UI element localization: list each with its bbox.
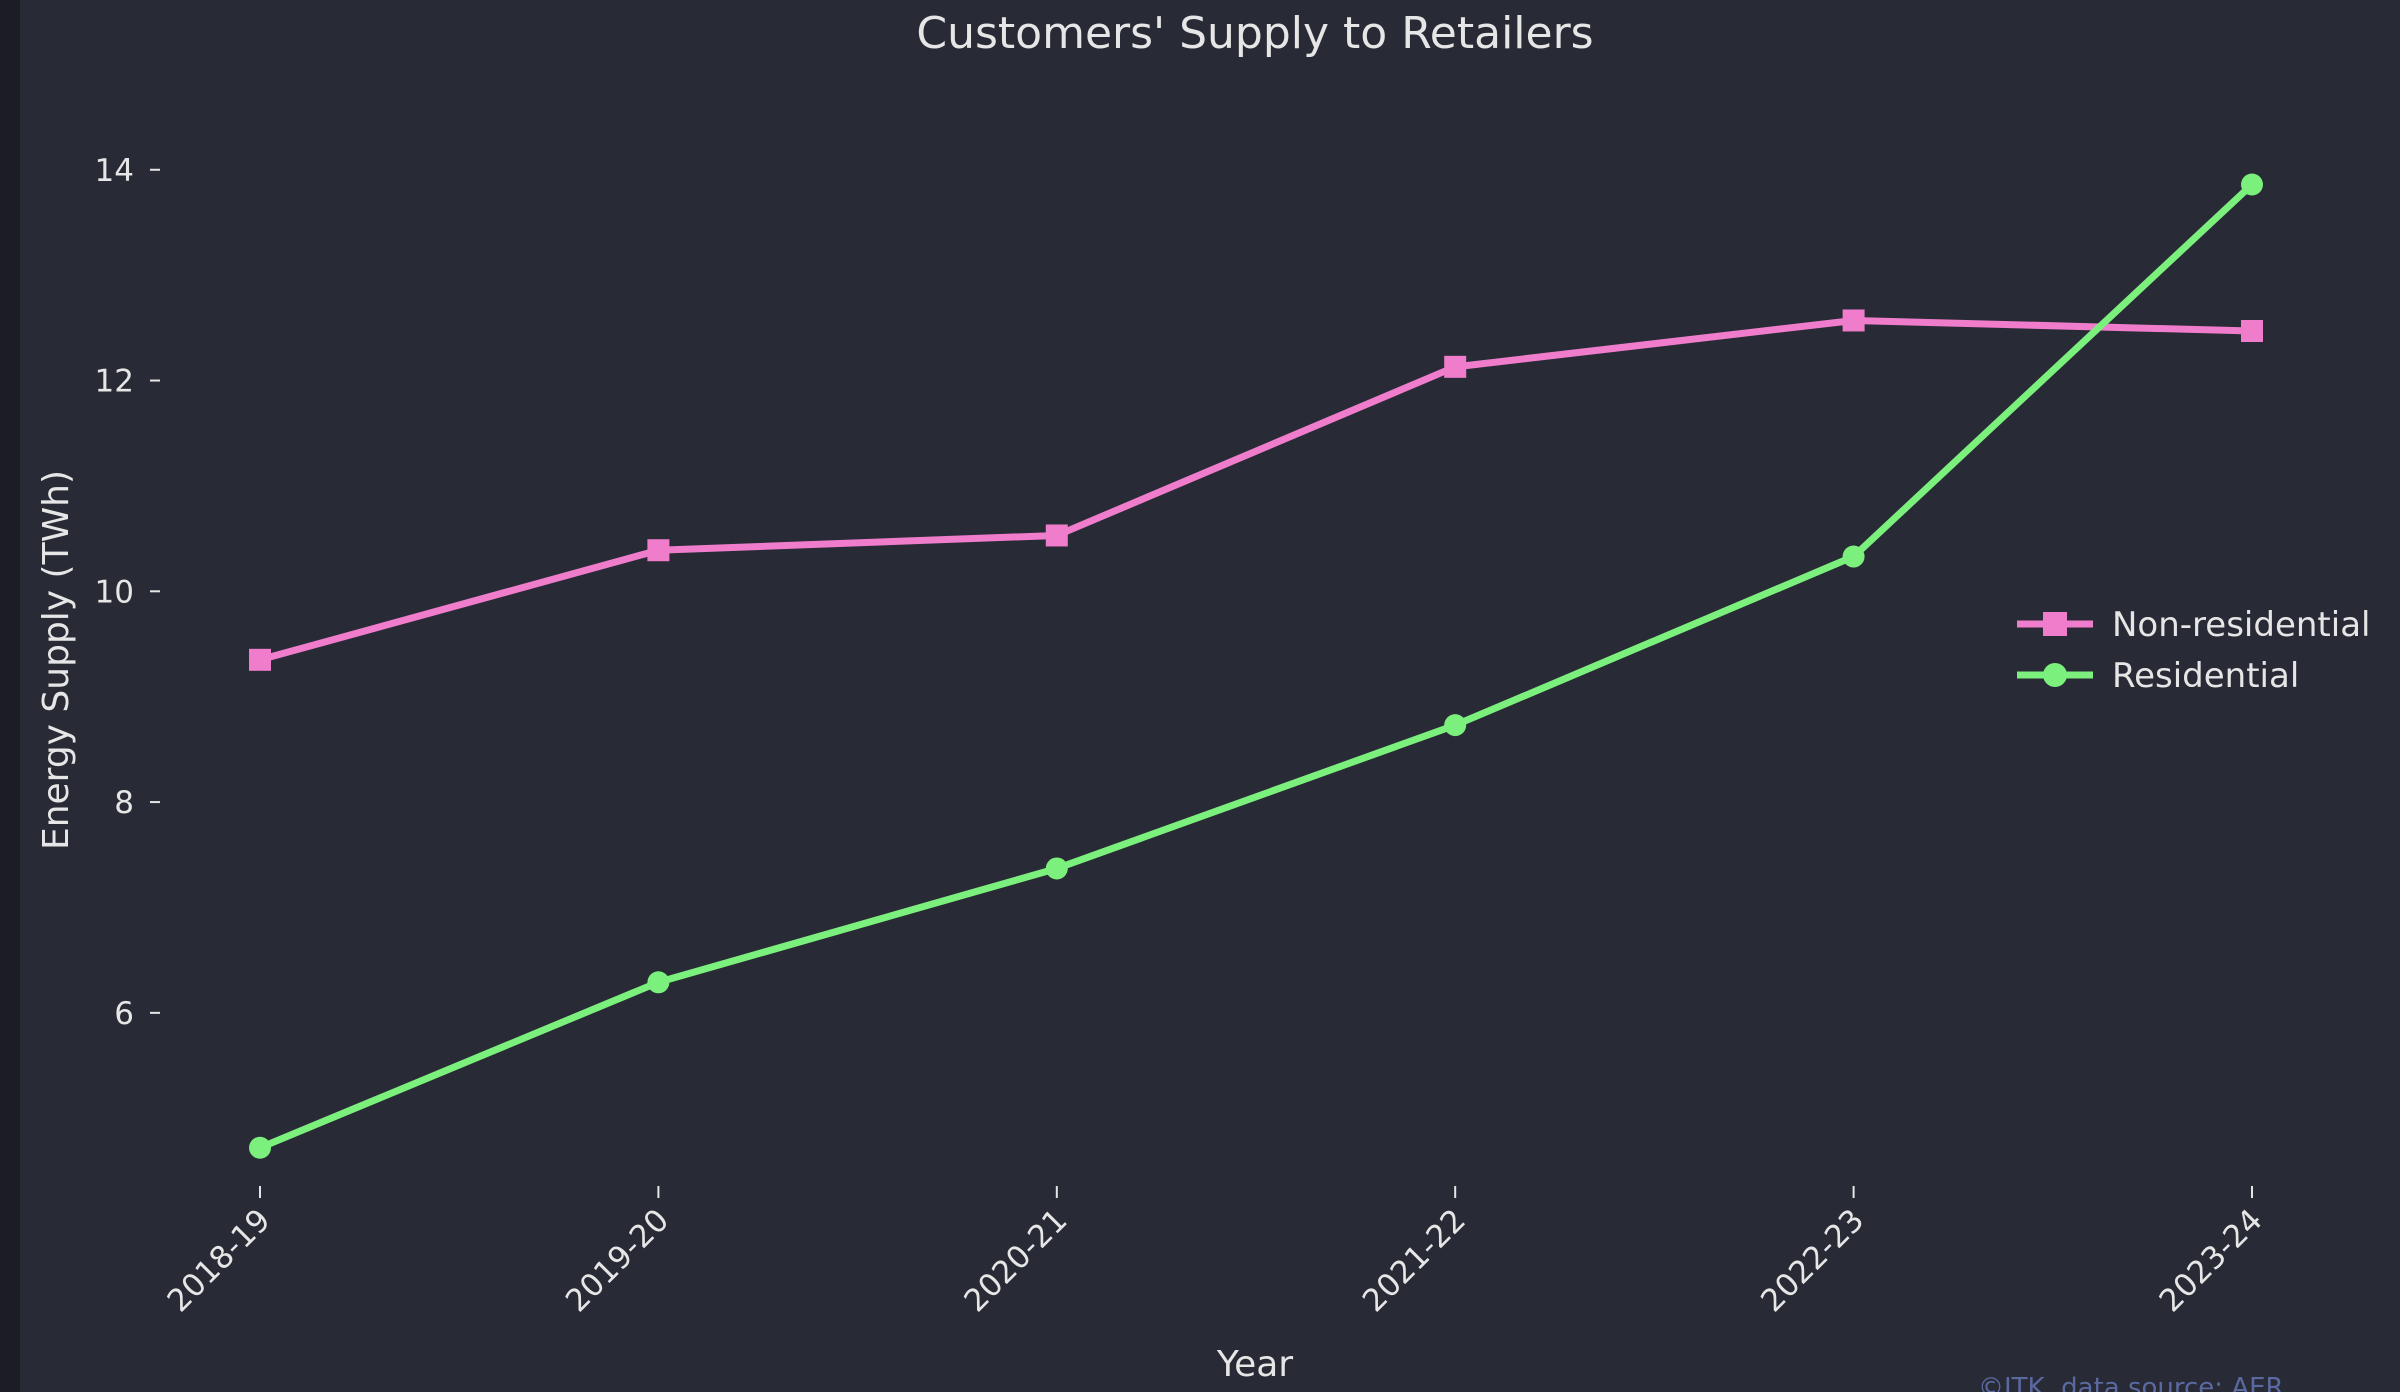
chart-title: Customers' Supply to Retailers bbox=[916, 8, 1593, 59]
left-edge-strip bbox=[0, 0, 20, 1392]
data-point-residential bbox=[647, 971, 670, 994]
y-tick-label: 6 bbox=[114, 996, 134, 1032]
y-axis-label: Energy Supply (TWh) bbox=[36, 470, 77, 850]
data-point-residential bbox=[2241, 173, 2263, 196]
data-point-non-residential bbox=[1842, 309, 1865, 332]
data-point-non-residential bbox=[2241, 320, 2263, 343]
data-point-residential bbox=[1045, 857, 1068, 880]
series-line-residential bbox=[256, 181, 2256, 1152]
plot-background bbox=[20, 0, 2400, 1392]
legend-marker-residential bbox=[2043, 663, 2067, 687]
data-point-non-residential bbox=[647, 539, 670, 562]
data-point-non-residential bbox=[1045, 524, 1068, 547]
series-layer bbox=[249, 173, 2263, 1159]
legend-label-residential: Residential bbox=[2112, 656, 2299, 696]
legend-label-non-residential: Non-residential bbox=[2112, 605, 2370, 645]
y-tick-label: 10 bbox=[95, 574, 134, 610]
data-point-non-residential bbox=[1444, 355, 1467, 378]
series-line-non-residential bbox=[256, 316, 2256, 664]
data-point-residential bbox=[1842, 545, 1865, 568]
data-point-residential bbox=[249, 1136, 271, 1159]
data-point-residential bbox=[1444, 714, 1467, 737]
legend-marker-non-residential bbox=[2043, 612, 2067, 636]
legend: Non-residential Residential bbox=[2017, 605, 2370, 696]
data-point-non-residential bbox=[249, 648, 271, 671]
x-axis-label: Year bbox=[1216, 1344, 1293, 1385]
y-tick-label: 12 bbox=[95, 364, 134, 400]
watermark: ©ITK, data source: AER bbox=[1978, 1373, 2284, 1392]
y-tick-label: 8 bbox=[114, 785, 134, 821]
y-tick-label: 14 bbox=[95, 153, 134, 189]
y-axis: 6 8 10 12 14 bbox=[95, 153, 160, 1032]
